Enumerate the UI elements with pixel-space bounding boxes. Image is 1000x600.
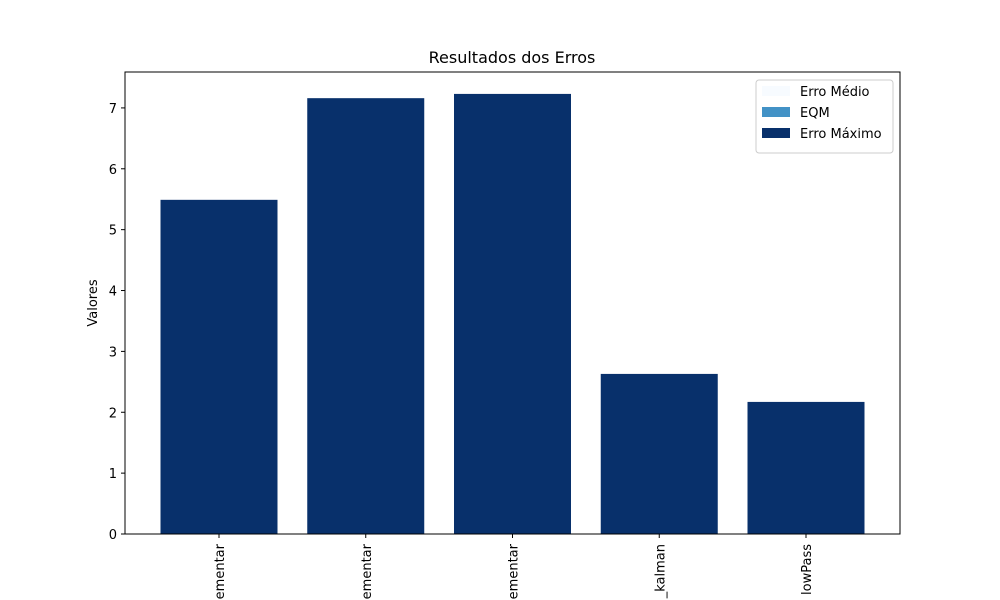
legend-label: Erro Médio [800, 85, 870, 100]
bar [747, 401, 865, 534]
x-tick-label: ementar [360, 543, 375, 599]
legend-box [755, 79, 894, 154]
legend-swatch [762, 107, 790, 117]
bar [454, 93, 571, 535]
legend-label: Erro Máximo [800, 127, 882, 142]
x-tick-label: ementar [507, 543, 522, 599]
bar [600, 373, 718, 534]
legend-label: EQM [800, 106, 830, 121]
y-axis-label: Valores [86, 279, 101, 326]
legend-swatch [762, 86, 790, 96]
plot-frame [124, 71, 901, 535]
chart-title: Resultados dos Erros [429, 48, 596, 67]
y-tick-label: 3 [109, 345, 117, 360]
y-tick-label: 0 [109, 528, 117, 543]
y-tick-label: 2 [109, 406, 117, 421]
bar [160, 199, 278, 534]
y-tick-label: 7 [109, 102, 117, 117]
legend-swatch [762, 128, 790, 138]
x-tick-label: lowPass [800, 544, 815, 595]
bar [307, 98, 425, 534]
y-tick-label: 5 [109, 224, 117, 239]
y-tick-label: 4 [109, 285, 117, 300]
x-tick-label: _kalman [653, 544, 668, 599]
y-tick-label: 1 [109, 467, 117, 482]
x-tick-label: ementar [213, 543, 228, 599]
y-tick-label: 6 [109, 163, 117, 178]
